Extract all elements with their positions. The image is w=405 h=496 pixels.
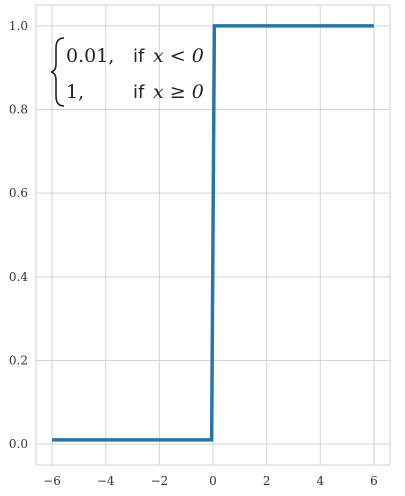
y-tick-label: 0.8 bbox=[9, 103, 28, 117]
x-tick-label: 4 bbox=[316, 474, 324, 488]
x-tick-label: 2 bbox=[263, 474, 271, 488]
annotation-case1-value: 0.01, bbox=[66, 45, 114, 67]
annotation-case1-if: if bbox=[133, 46, 145, 67]
y-tick-label: 0.4 bbox=[9, 270, 28, 284]
annotation-case2-if: if bbox=[133, 82, 145, 103]
x-tick-label: 6 bbox=[370, 474, 378, 488]
x-tick-label: −4 bbox=[97, 474, 115, 488]
tick-labels: −6 −4 −2 0 2 4 6 0.0 0.2 0.4 0.6 0.8 1.0 bbox=[9, 19, 378, 488]
x-tick-label: −6 bbox=[43, 474, 61, 488]
y-tick-label: 0.0 bbox=[9, 437, 28, 451]
annotation: 0.01, if x < 0 1, if x ≥ 0 bbox=[50, 37, 204, 107]
x-tick-label: 0 bbox=[209, 474, 217, 488]
y-tick-label: 1.0 bbox=[9, 19, 28, 33]
annotation-brace bbox=[50, 37, 65, 107]
annotation-case1-condition: x < 0 bbox=[153, 45, 204, 67]
annotation-case2-value: 1, bbox=[66, 81, 84, 103]
series-line-0 bbox=[52, 24, 374, 442]
y-tick-label: 0.6 bbox=[9, 186, 28, 200]
series-layer bbox=[52, 24, 374, 442]
annotation-case2-condition: x ≥ 0 bbox=[153, 81, 204, 103]
y-tick-label: 0.2 bbox=[9, 353, 28, 367]
x-tick-label: −2 bbox=[151, 474, 169, 488]
